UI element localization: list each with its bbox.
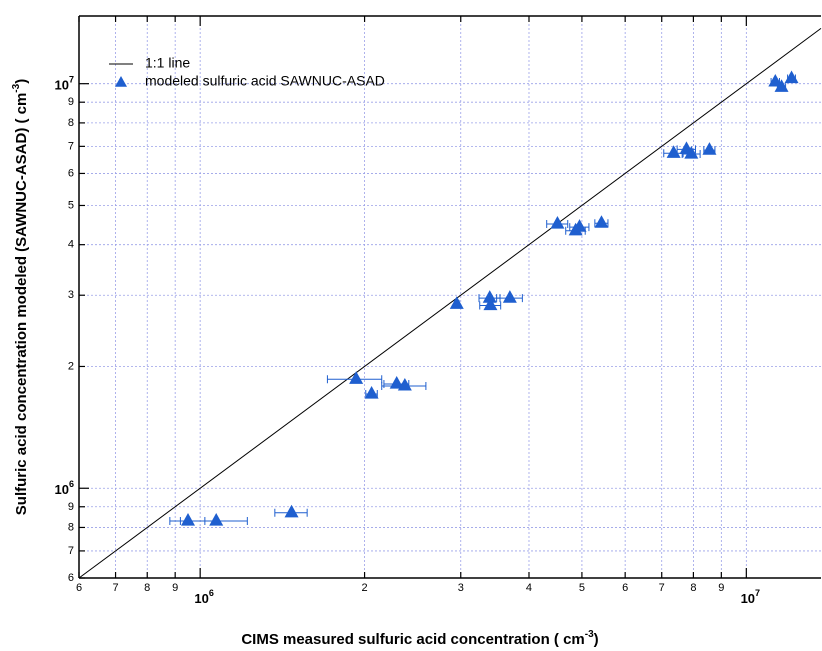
tick-label-text: 4 — [526, 582, 532, 594]
marker — [774, 79, 789, 92]
tick-label: 4 — [68, 239, 74, 251]
marker — [784, 70, 799, 84]
marker — [449, 296, 464, 309]
axis-title-sup: -3 — [11, 83, 22, 92]
tick-label: 106 — [55, 480, 74, 498]
axis-title-sup: -3 — [585, 629, 594, 640]
tick-label-text: 7 — [113, 582, 119, 594]
tick-label-text: 6 — [76, 582, 82, 594]
marker — [284, 504, 299, 518]
marker — [550, 215, 565, 229]
tick-label: 7 — [68, 140, 74, 152]
axis-title-end: ) — [13, 79, 30, 84]
marker — [180, 512, 195, 526]
marker — [768, 73, 783, 87]
tick-label-text: 7 — [68, 545, 74, 557]
tick-label-exponent: 7 — [755, 588, 760, 598]
tick-label: 9 — [718, 582, 724, 594]
tick-label-exponent: 7 — [69, 75, 74, 85]
tick-label: 7 — [113, 582, 119, 594]
tick-label: 8 — [68, 117, 74, 129]
tick-label-text: 6 — [68, 167, 74, 179]
marker — [389, 376, 404, 389]
tick-label: 8 — [68, 521, 74, 533]
marker — [702, 142, 717, 155]
legend-marker — [115, 76, 127, 87]
tick-label-text: 7 — [659, 582, 665, 594]
tick-label: 3 — [458, 582, 464, 594]
tick-label-text: 9 — [68, 96, 74, 108]
legend-label: modeled sulfuric acid SAWNUC-ASAD — [145, 73, 385, 89]
tick-label: 106 — [194, 588, 213, 606]
tick-label: 6 — [68, 572, 74, 584]
tick-label-text: 8 — [68, 117, 74, 129]
axis-title-text: CIMS measured sulfuric acid concentratio… — [241, 631, 584, 648]
tick-label-text: 9 — [718, 582, 724, 594]
tick-label-text: 9 — [172, 582, 178, 594]
tick-label: 2 — [68, 360, 74, 372]
tick-label-text: 8 — [68, 521, 74, 533]
axis-title: Sulfuric acid concentration modeled (SAW… — [11, 79, 30, 515]
tick-label-text: 10 — [55, 78, 69, 93]
axis-title-end: ) — [594, 631, 599, 648]
tick-label-text: 8 — [690, 582, 696, 594]
tick-label: 7 — [659, 582, 665, 594]
marker — [594, 215, 609, 228]
tick-label-text: 10 — [741, 591, 755, 606]
tick-label-text: 10 — [55, 483, 69, 498]
tick-label: 6 — [68, 167, 74, 179]
tick-label-text: 4 — [68, 239, 74, 251]
tick-label: 107 — [55, 75, 74, 93]
tick-label: 3 — [68, 289, 74, 301]
tick-label-text: 2 — [68, 360, 74, 372]
marker — [666, 145, 681, 158]
marker — [684, 146, 699, 159]
marker — [364, 385, 379, 399]
tick-label: 6 — [622, 582, 628, 594]
axis-title: CIMS measured sulfuric acid concentratio… — [241, 629, 598, 648]
tick-label-text: 3 — [458, 582, 464, 594]
marker — [209, 512, 224, 526]
reference-line — [78, 27, 822, 579]
tick-label: 8 — [144, 582, 150, 594]
tick-label-text: 6 — [68, 572, 74, 584]
tick-label: 2 — [362, 582, 368, 594]
tick-label-exponent: 6 — [209, 588, 214, 598]
marker — [482, 290, 497, 303]
tick-label: 9 — [68, 96, 74, 108]
tick-label: 7 — [68, 545, 74, 557]
tick-label-text: 9 — [68, 501, 74, 513]
tick-label-text: 2 — [362, 582, 368, 594]
axis-title-text: Sulfuric acid concentration modeled (SAW… — [13, 93, 30, 516]
marker — [397, 377, 412, 391]
tick-label: 9 — [68, 501, 74, 513]
tick-label: 9 — [172, 582, 178, 594]
marker — [572, 219, 587, 232]
tick-label: 5 — [579, 582, 585, 594]
tick-label-text: 3 — [68, 289, 74, 301]
tick-label: 8 — [690, 582, 696, 594]
tick-label-text: 8 — [144, 582, 150, 594]
marker — [349, 371, 364, 384]
tick-label: 4 — [526, 582, 532, 594]
legend-label: 1:1 line — [145, 55, 190, 71]
marker — [502, 290, 517, 303]
tick-label-text: 7 — [68, 140, 74, 152]
tick-label: 5 — [68, 199, 74, 211]
tick-label: 6 — [76, 582, 82, 594]
tick-label-text: 5 — [579, 582, 585, 594]
tick-label-text: 6 — [622, 582, 628, 594]
marker — [483, 297, 498, 311]
tick-label-exponent: 6 — [69, 480, 74, 490]
tick-label: 107 — [741, 588, 760, 606]
tick-label-text: 5 — [68, 199, 74, 211]
tick-label-text: 10 — [194, 591, 208, 606]
